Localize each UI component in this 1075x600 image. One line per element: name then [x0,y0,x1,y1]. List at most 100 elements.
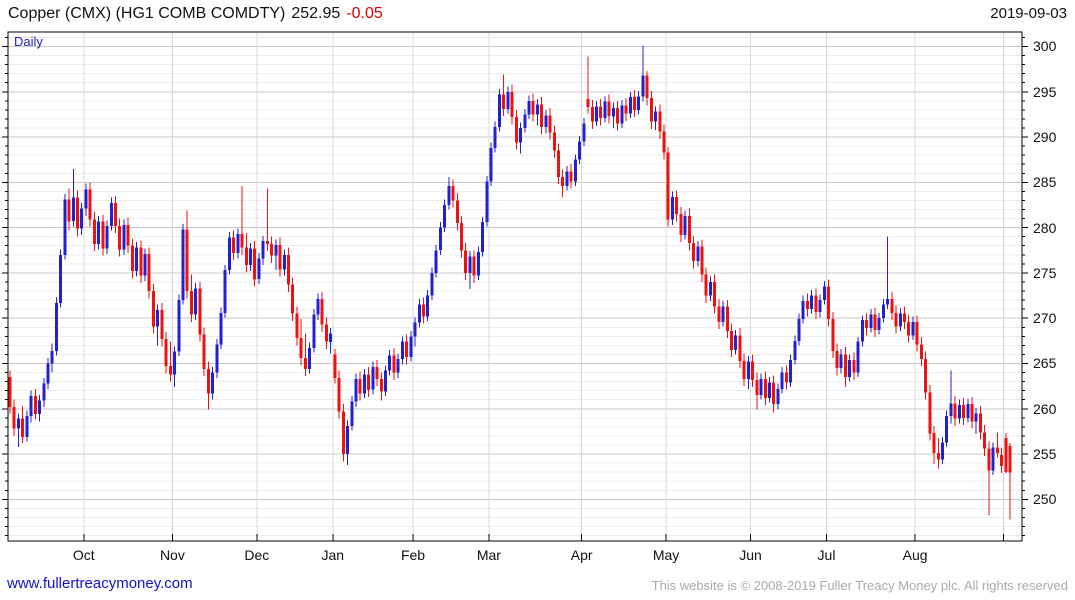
candle-body-up [493,127,497,148]
period-label: Daily [14,34,43,49]
candle-body-down [168,366,172,375]
candle-body-up [417,304,421,323]
candle-body-down [915,321,919,345]
candle-body-down [607,101,611,117]
candle-body-up [620,105,624,124]
candle-body-down [76,197,79,229]
candle-body-up [25,416,29,437]
candle-body-up [856,341,860,373]
chart-date: 2019-09-03 [990,5,1067,22]
candle-body-down [1008,445,1012,473]
candle-body-up [822,286,826,301]
candle-body-down [662,131,666,153]
candle-body-up [354,378,358,402]
candle-body-down [717,306,721,322]
candle-body-up [945,416,949,443]
candle-body-down [548,115,552,133]
candle-body-down [21,418,25,437]
candle-body-down [472,256,476,276]
candle-body-up [312,314,316,349]
candle-body-up [156,310,160,327]
candle-body-down [278,244,282,270]
candle-body-up [527,100,531,115]
candle-body-up [506,91,510,109]
candle-body-up [603,101,607,118]
candle-body-down [730,330,733,350]
candle-body-up [611,108,615,117]
candle-body-up [696,246,700,262]
candle-body-up [957,405,961,419]
candle-body-down [8,377,12,407]
copyright-text: This website is © 2008-2019 Fuller Treac… [651,578,1068,593]
candle-body-up [578,141,582,160]
candle-body-down [540,104,544,128]
candle-body-down [303,358,307,369]
candle-body-up [468,256,472,273]
candle-body-down [569,171,573,182]
candle-body-up [177,300,181,352]
candle-body-up [523,114,527,128]
candle-body-down [725,306,729,331]
candle-body-up [683,215,687,235]
candle-body-up [215,344,219,373]
candle-body-down [202,334,206,369]
candle-body-down [422,304,425,317]
candle-body-down [101,221,105,249]
price-change: -0.05 [346,5,383,22]
site-link[interactable]: www.fullertreacymoney.com [7,575,193,592]
candle-body-up [173,351,177,375]
candle-body-up [426,295,430,317]
candle-body-down [873,314,877,330]
candle-body-up [481,222,485,253]
candle-body-up [721,306,725,322]
candle-body-up [388,355,392,371]
candle-body-up [860,320,864,342]
candle-body-down [341,411,345,455]
candle-body-down [624,105,628,114]
candle-body-down [692,243,695,262]
chart-title: Copper (CMX) (HG1 COMB COMDTY) 252.95 -0.0… [8,5,383,23]
candle-body-down [502,94,506,109]
candle-body-up [46,363,50,384]
candle-body-up [881,304,885,319]
candle-body-down [907,321,911,336]
candle-body-up [211,372,214,394]
candle-body-up [628,97,632,114]
candle-body-up [396,359,400,373]
candle-body-down [772,382,776,405]
candle-body-down [679,214,683,235]
candle-body-down [392,355,396,373]
candle-body-down [835,350,839,368]
candle-body-up [59,254,63,303]
candle-body-up [261,241,265,259]
candle-body-up [768,382,771,398]
candle-body-down [827,286,831,320]
candle-body-down [240,234,244,248]
candle-body-up [29,396,33,416]
candle-body-up [223,270,227,313]
candle-body-down [645,75,649,99]
candle-body-up [97,221,101,244]
candle-body-down [232,237,236,253]
candle-body-up [789,359,793,383]
candle-body-down [784,372,788,383]
candle-body-down [687,215,691,244]
candle-body-down [865,320,868,329]
candle-body-down [806,301,809,310]
candle-body-down [919,344,923,359]
candle-body-down [253,248,257,280]
candle-body-up [135,247,139,272]
candle-body-down [114,203,117,226]
candle-body-up [476,252,480,276]
candle-body-down [12,407,16,429]
candle-body-up [80,208,84,229]
candle-body-up [535,104,539,115]
candle-body-up [746,361,750,379]
candle-body-down [198,288,202,335]
last-price: 252.95 [291,5,341,22]
candle-body-down [460,223,463,251]
candle-body-up [38,400,41,415]
candle-body-down [291,284,295,314]
candle-body-down [147,253,151,291]
